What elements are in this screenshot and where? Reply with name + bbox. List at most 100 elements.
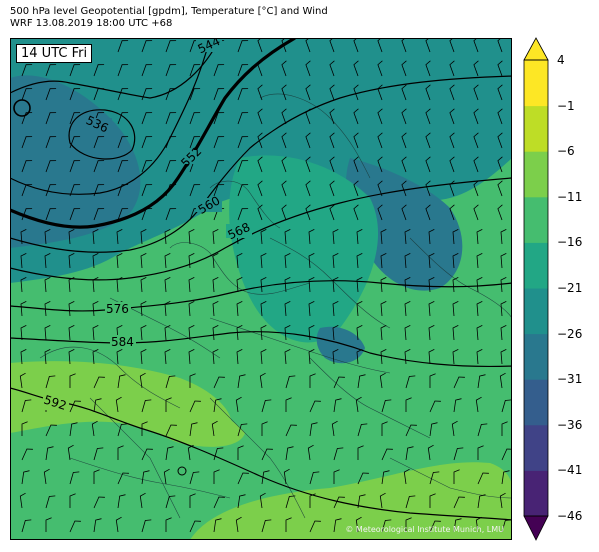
wind-barb [213, 136, 225, 149]
wind-barb [257, 108, 263, 125]
wind-barb [213, 112, 225, 125]
wind-barb [237, 374, 246, 389]
wind-barb [405, 397, 412, 412]
colorbar-tick-label: −26 [557, 326, 583, 341]
wind-barb [69, 64, 81, 77]
wind-barb [213, 184, 225, 197]
wind-barb [91, 420, 98, 437]
wind-barb [45, 88, 57, 101]
wind-barb [165, 424, 177, 437]
wind-barb [189, 422, 198, 437]
wind-barb [69, 471, 80, 485]
wind-barb [69, 400, 81, 413]
contour-label-bg-584 [110, 335, 136, 349]
contour-568 [10, 177, 512, 281]
wind-barb [353, 60, 359, 77]
wind-barb [117, 374, 126, 389]
wind-barb [212, 325, 219, 341]
wind-barb [473, 108, 479, 125]
wind-barb [21, 470, 30, 485]
wind-barb [428, 301, 435, 317]
wind-barb [257, 180, 263, 197]
wind-barb [69, 208, 81, 221]
wind-barb [425, 132, 431, 149]
chart-title-line-1: 500 hPa level Geopotential [gpdm], Tempe… [10, 6, 328, 17]
wind-barb [500, 349, 507, 365]
wind-barb [141, 208, 153, 221]
wind-barb [235, 516, 242, 533]
wind-barb [259, 372, 266, 389]
wind-barb [164, 253, 171, 269]
colorbar-tick-label: −41 [557, 463, 583, 478]
wind-barb [69, 88, 81, 101]
wind-barb [452, 277, 459, 293]
wind-barb [165, 88, 177, 101]
wind-barb [500, 229, 507, 245]
wind-barb [237, 136, 249, 149]
wind-barb [115, 516, 122, 533]
copyright-notice: © Meteorological Institute Munich, LMU [345, 525, 504, 534]
wind-barb [380, 253, 387, 269]
wind-barb [453, 518, 462, 533]
contour-low-pocket [177, 466, 187, 476]
wind-barb [68, 325, 75, 341]
wind-barb [165, 136, 177, 149]
wind-barb [475, 516, 482, 533]
wind-barb [284, 349, 291, 365]
wind-barb [305, 60, 311, 77]
wind-barb [477, 494, 486, 509]
wind-barb [329, 60, 335, 77]
wind-barb [308, 277, 315, 293]
wind-barb [45, 136, 57, 149]
wind-barb [353, 108, 359, 125]
wind-barb [429, 520, 441, 533]
wind-barb [45, 375, 56, 389]
wind-barb [377, 180, 383, 197]
wind-barb [404, 349, 411, 365]
wind-barb [476, 277, 483, 293]
wind-barb [69, 184, 81, 197]
wind-barb [333, 376, 345, 389]
wind-barb [212, 229, 219, 245]
wind-barb [44, 229, 51, 245]
colorbar-tick-label: −11 [557, 189, 583, 204]
wind-barb [236, 325, 243, 341]
wind-barb [500, 277, 507, 293]
wind-barb [93, 398, 102, 413]
wind-barb [141, 136, 153, 149]
wind-barb [189, 520, 201, 533]
wind-barb [500, 253, 507, 269]
wind-barb [69, 520, 81, 533]
wind-barb [404, 277, 411, 293]
colorbar-tick-label: −16 [557, 235, 583, 250]
wind-barb [473, 60, 479, 77]
colorbar-band [524, 151, 548, 198]
wind-barb [476, 301, 483, 317]
wind-barb [68, 253, 75, 269]
wind-barb [20, 229, 27, 245]
wind-barb [257, 204, 263, 221]
wind-barb [473, 180, 479, 197]
wind-barb [117, 64, 129, 77]
wind-barb [21, 399, 32, 413]
contour-label-576: 576 [106, 302, 129, 316]
contour-label-bg-576 [105, 302, 131, 316]
wind-barb [380, 301, 387, 317]
wind-barb [356, 325, 363, 341]
wind-barb [165, 517, 172, 532]
wind-barb [405, 495, 416, 509]
wind-barb [308, 253, 315, 269]
wind-barb [189, 373, 196, 388]
wind-barb [332, 349, 339, 365]
wind-barb [140, 349, 147, 365]
wind-barb [93, 208, 105, 221]
wind-barb [188, 229, 195, 245]
contour-label-bg-552 [178, 150, 204, 164]
wind-barb [165, 160, 177, 173]
wind-barb [477, 445, 484, 460]
wind-barb [237, 445, 244, 460]
wind-barb [333, 496, 345, 509]
wind-barb [117, 40, 129, 53]
wind-barb [165, 112, 177, 125]
colorbar-band [524, 60, 548, 107]
